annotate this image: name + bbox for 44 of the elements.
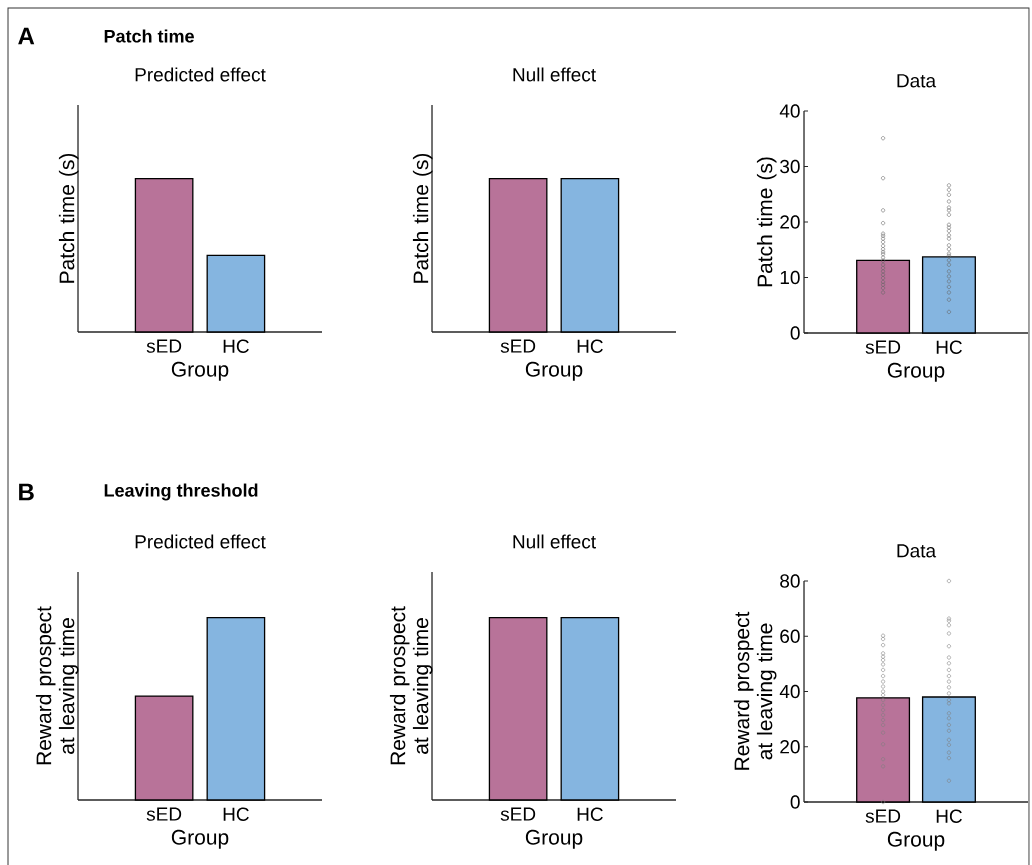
chart-title: Predicted effect <box>135 67 266 82</box>
y-tick-label: 0 <box>790 326 800 340</box>
x-tick-label: HC <box>936 809 962 823</box>
x-tick-label: HC <box>223 807 249 821</box>
y-axis-title: Reward prospect at leaving time <box>35 606 79 765</box>
y-axis-title: Reward prospect at leaving time <box>389 606 433 765</box>
x-tick-label: HC <box>223 339 249 353</box>
chart-title: Null effect <box>513 534 596 549</box>
x-tick-label: sED <box>865 340 901 354</box>
chart-title: Null effect <box>513 67 596 82</box>
x-tick-label: sED <box>500 807 536 821</box>
y-axis-title: Patch time (s) <box>58 153 79 283</box>
y-tick-label: 40 <box>779 104 800 118</box>
y-tick-label: 20 <box>780 740 800 754</box>
text: B <box>19 483 34 501</box>
x-tick-label: sED <box>146 339 182 353</box>
x-tick-label: HC <box>577 807 603 821</box>
y-tick-label: 20 <box>780 215 800 229</box>
chart-title: Data <box>897 544 937 558</box>
y-tick-label: 40 <box>779 684 800 699</box>
x-tick-label: sED <box>865 809 901 823</box>
y-tick-label: 30 <box>780 159 800 174</box>
y-tick-label: 0 <box>790 795 800 809</box>
chart-title: Data <box>897 74 937 88</box>
x-axis-title: Group <box>525 361 583 381</box>
text: Patch time <box>104 29 194 43</box>
y-axis-title: Reward prospect at leaving time <box>733 611 777 770</box>
x-tick-label: sED <box>146 807 182 821</box>
y-axis-title: Patch time (s) <box>756 157 777 287</box>
y-axis-title: Patch time (s) <box>412 153 433 283</box>
x-tick-label: HC <box>577 339 603 353</box>
text: Leaving threshold <box>104 483 258 501</box>
x-axis-title: Group <box>525 829 583 849</box>
chart-title: Predicted effect <box>135 534 266 549</box>
x-axis-title: Group <box>171 829 229 849</box>
x-axis-title: Group <box>887 362 945 382</box>
x-axis-title: Group <box>887 831 945 851</box>
y-tick-label: 60 <box>780 629 800 643</box>
text: A <box>18 27 35 45</box>
x-axis-title: Group <box>171 361 229 381</box>
x-tick-label: HC <box>936 340 962 354</box>
y-tick-label: 10 <box>780 270 800 285</box>
x-tick-label: sED <box>500 339 536 353</box>
y-tick-label: 80 <box>780 574 800 588</box>
